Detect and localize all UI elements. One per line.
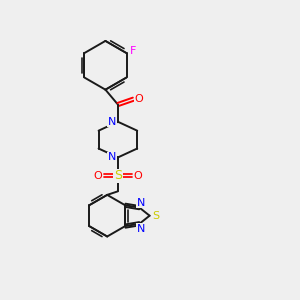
Text: N: N bbox=[136, 224, 145, 234]
Text: N: N bbox=[136, 198, 145, 208]
Text: F: F bbox=[130, 46, 136, 56]
Text: S: S bbox=[153, 211, 160, 221]
Text: S: S bbox=[114, 169, 122, 182]
Text: N: N bbox=[108, 152, 116, 162]
Text: O: O bbox=[93, 171, 102, 181]
Text: N: N bbox=[108, 117, 116, 127]
Text: O: O bbox=[134, 171, 142, 181]
Text: O: O bbox=[134, 94, 143, 104]
